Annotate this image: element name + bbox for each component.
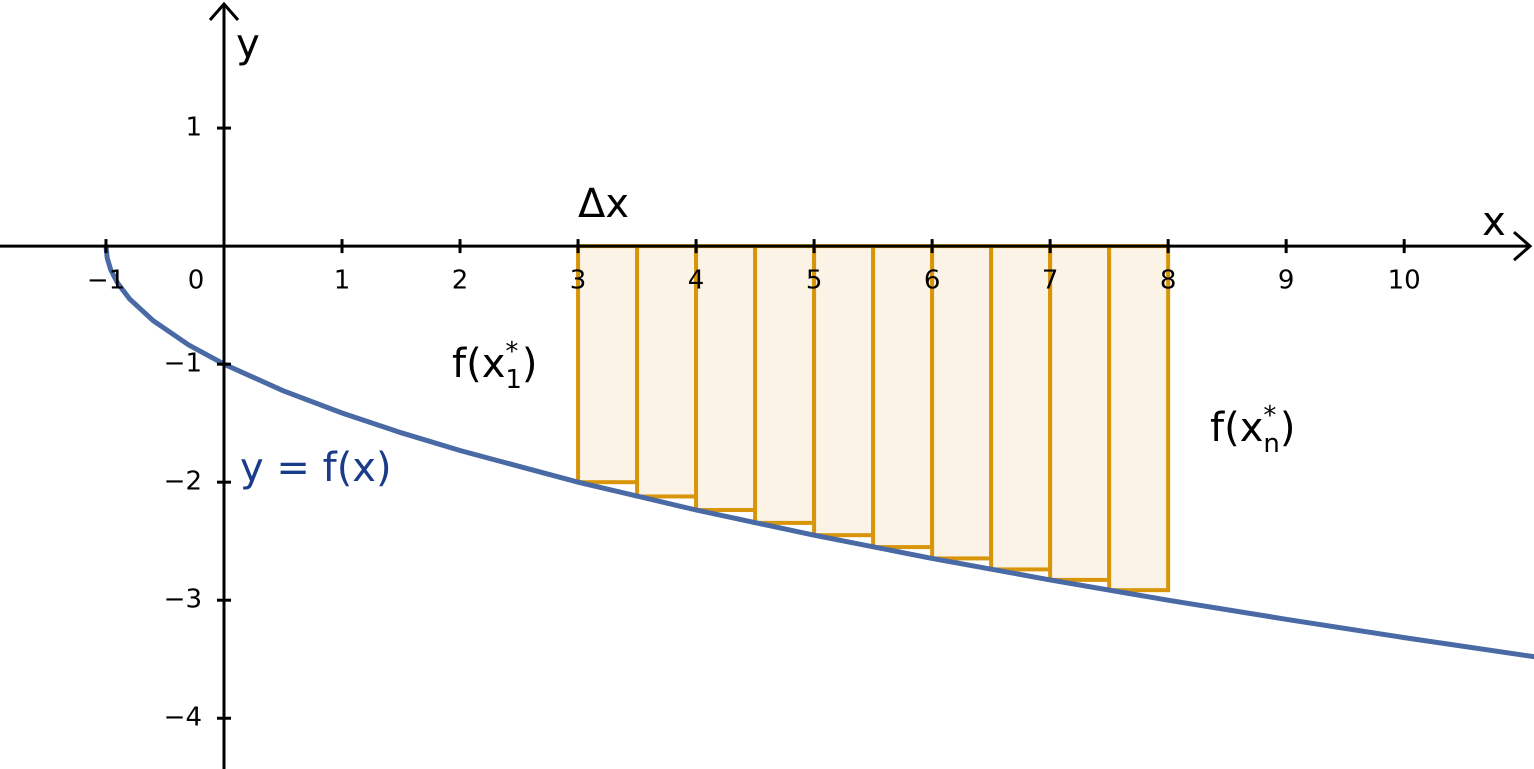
x-tick-label: 6 bbox=[924, 266, 941, 296]
annotation-sup: * bbox=[505, 337, 518, 367]
x-arrow bbox=[1513, 230, 1533, 262]
x-axis-label: x bbox=[1482, 199, 1506, 245]
riemann-rect bbox=[812, 244, 876, 538]
riemann-rect bbox=[635, 244, 699, 499]
x-tick-label: 0 bbox=[188, 266, 205, 296]
x-tick-label: 5 bbox=[806, 266, 823, 296]
riemann-rect bbox=[576, 244, 640, 485]
annotation-text: Δx bbox=[578, 181, 629, 227]
curve-label: y = f(x) bbox=[240, 445, 392, 491]
x-tick-label: 4 bbox=[688, 266, 705, 296]
x-tick-label: 9 bbox=[1278, 266, 1295, 296]
annotation-sup: * bbox=[1263, 401, 1276, 431]
x-tick-label: 1 bbox=[334, 266, 351, 296]
annotation: Δx bbox=[578, 181, 629, 227]
y-tick-label: −1 bbox=[164, 349, 202, 379]
y-tick-label: −4 bbox=[164, 703, 202, 733]
annotation-text: f(x bbox=[452, 341, 505, 387]
y-axis-label: y bbox=[236, 21, 260, 67]
x-tick-label: 7 bbox=[1042, 266, 1059, 296]
x-tick-label: 10 bbox=[1388, 266, 1421, 296]
annotation-end: ) bbox=[1280, 405, 1296, 451]
curve bbox=[103, 243, 1534, 660]
x-tick-label: 2 bbox=[452, 266, 469, 296]
x-tick-label: 8 bbox=[1160, 266, 1177, 296]
y-tick-label: 1 bbox=[185, 113, 202, 143]
y-arrow bbox=[208, 1, 240, 21]
annotation-sub: 1 bbox=[505, 365, 522, 395]
riemann-rect bbox=[1107, 244, 1171, 593]
annotation-sub: n bbox=[1263, 429, 1279, 459]
riemann-rect bbox=[753, 244, 817, 525]
y-tick-label: −3 bbox=[164, 585, 202, 615]
y-tick-label: −2 bbox=[164, 467, 202, 497]
riemann-rect bbox=[1048, 244, 1112, 582]
riemann-rect bbox=[694, 244, 758, 513]
x-tick-label: 3 bbox=[570, 266, 587, 296]
annotation: f(x* 1) bbox=[452, 337, 538, 395]
annotation: f(x* n) bbox=[1210, 401, 1295, 459]
annotation-text: f(x bbox=[1210, 405, 1263, 451]
riemann-rect bbox=[930, 244, 994, 561]
annotation-end: ) bbox=[522, 341, 538, 387]
x-tick-label: −1 bbox=[87, 266, 125, 296]
